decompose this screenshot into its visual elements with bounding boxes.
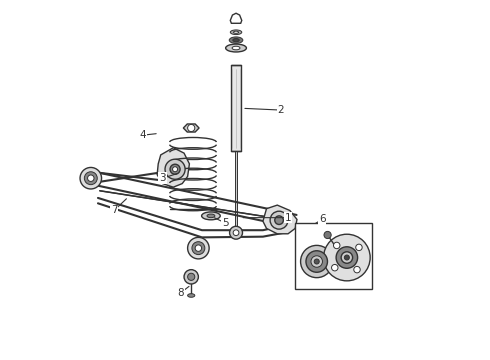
Circle shape — [341, 252, 353, 263]
Text: 6: 6 — [319, 215, 325, 224]
Circle shape — [84, 172, 97, 185]
Circle shape — [336, 247, 358, 268]
Ellipse shape — [232, 46, 240, 50]
Polygon shape — [157, 148, 190, 187]
Circle shape — [188, 273, 195, 280]
Circle shape — [314, 259, 319, 264]
Text: 3: 3 — [159, 173, 166, 183]
Circle shape — [356, 244, 362, 251]
Polygon shape — [183, 124, 199, 132]
Polygon shape — [230, 13, 242, 23]
Circle shape — [88, 175, 94, 181]
Ellipse shape — [230, 30, 242, 35]
Circle shape — [188, 125, 195, 132]
Circle shape — [195, 245, 201, 251]
Circle shape — [270, 211, 288, 229]
Circle shape — [230, 226, 243, 239]
Ellipse shape — [229, 37, 243, 43]
Polygon shape — [263, 205, 297, 234]
Ellipse shape — [207, 214, 215, 218]
Ellipse shape — [188, 294, 195, 297]
Circle shape — [233, 230, 239, 235]
Ellipse shape — [234, 31, 239, 33]
Text: 4: 4 — [140, 130, 146, 140]
Circle shape — [188, 237, 209, 259]
Bar — [295, 223, 372, 289]
Circle shape — [354, 266, 360, 273]
Circle shape — [275, 216, 283, 225]
Circle shape — [300, 246, 333, 278]
Ellipse shape — [225, 44, 246, 52]
Circle shape — [306, 251, 327, 272]
Circle shape — [323, 234, 370, 281]
Text: 7: 7 — [111, 206, 118, 216]
Bar — [231, 65, 242, 151]
Circle shape — [334, 242, 340, 249]
Circle shape — [172, 167, 177, 172]
Circle shape — [324, 231, 331, 239]
Text: 1: 1 — [285, 213, 292, 222]
Bar — [235, 151, 238, 228]
Circle shape — [165, 159, 185, 179]
Text: 5: 5 — [222, 218, 229, 228]
Ellipse shape — [233, 39, 239, 42]
Circle shape — [170, 164, 180, 174]
Circle shape — [80, 167, 101, 189]
Ellipse shape — [201, 212, 220, 220]
Circle shape — [311, 256, 322, 267]
Text: 2: 2 — [277, 105, 284, 115]
Circle shape — [184, 270, 198, 284]
Text: 8: 8 — [177, 288, 184, 298]
Circle shape — [344, 255, 349, 260]
Circle shape — [332, 265, 338, 271]
Circle shape — [192, 242, 205, 255]
